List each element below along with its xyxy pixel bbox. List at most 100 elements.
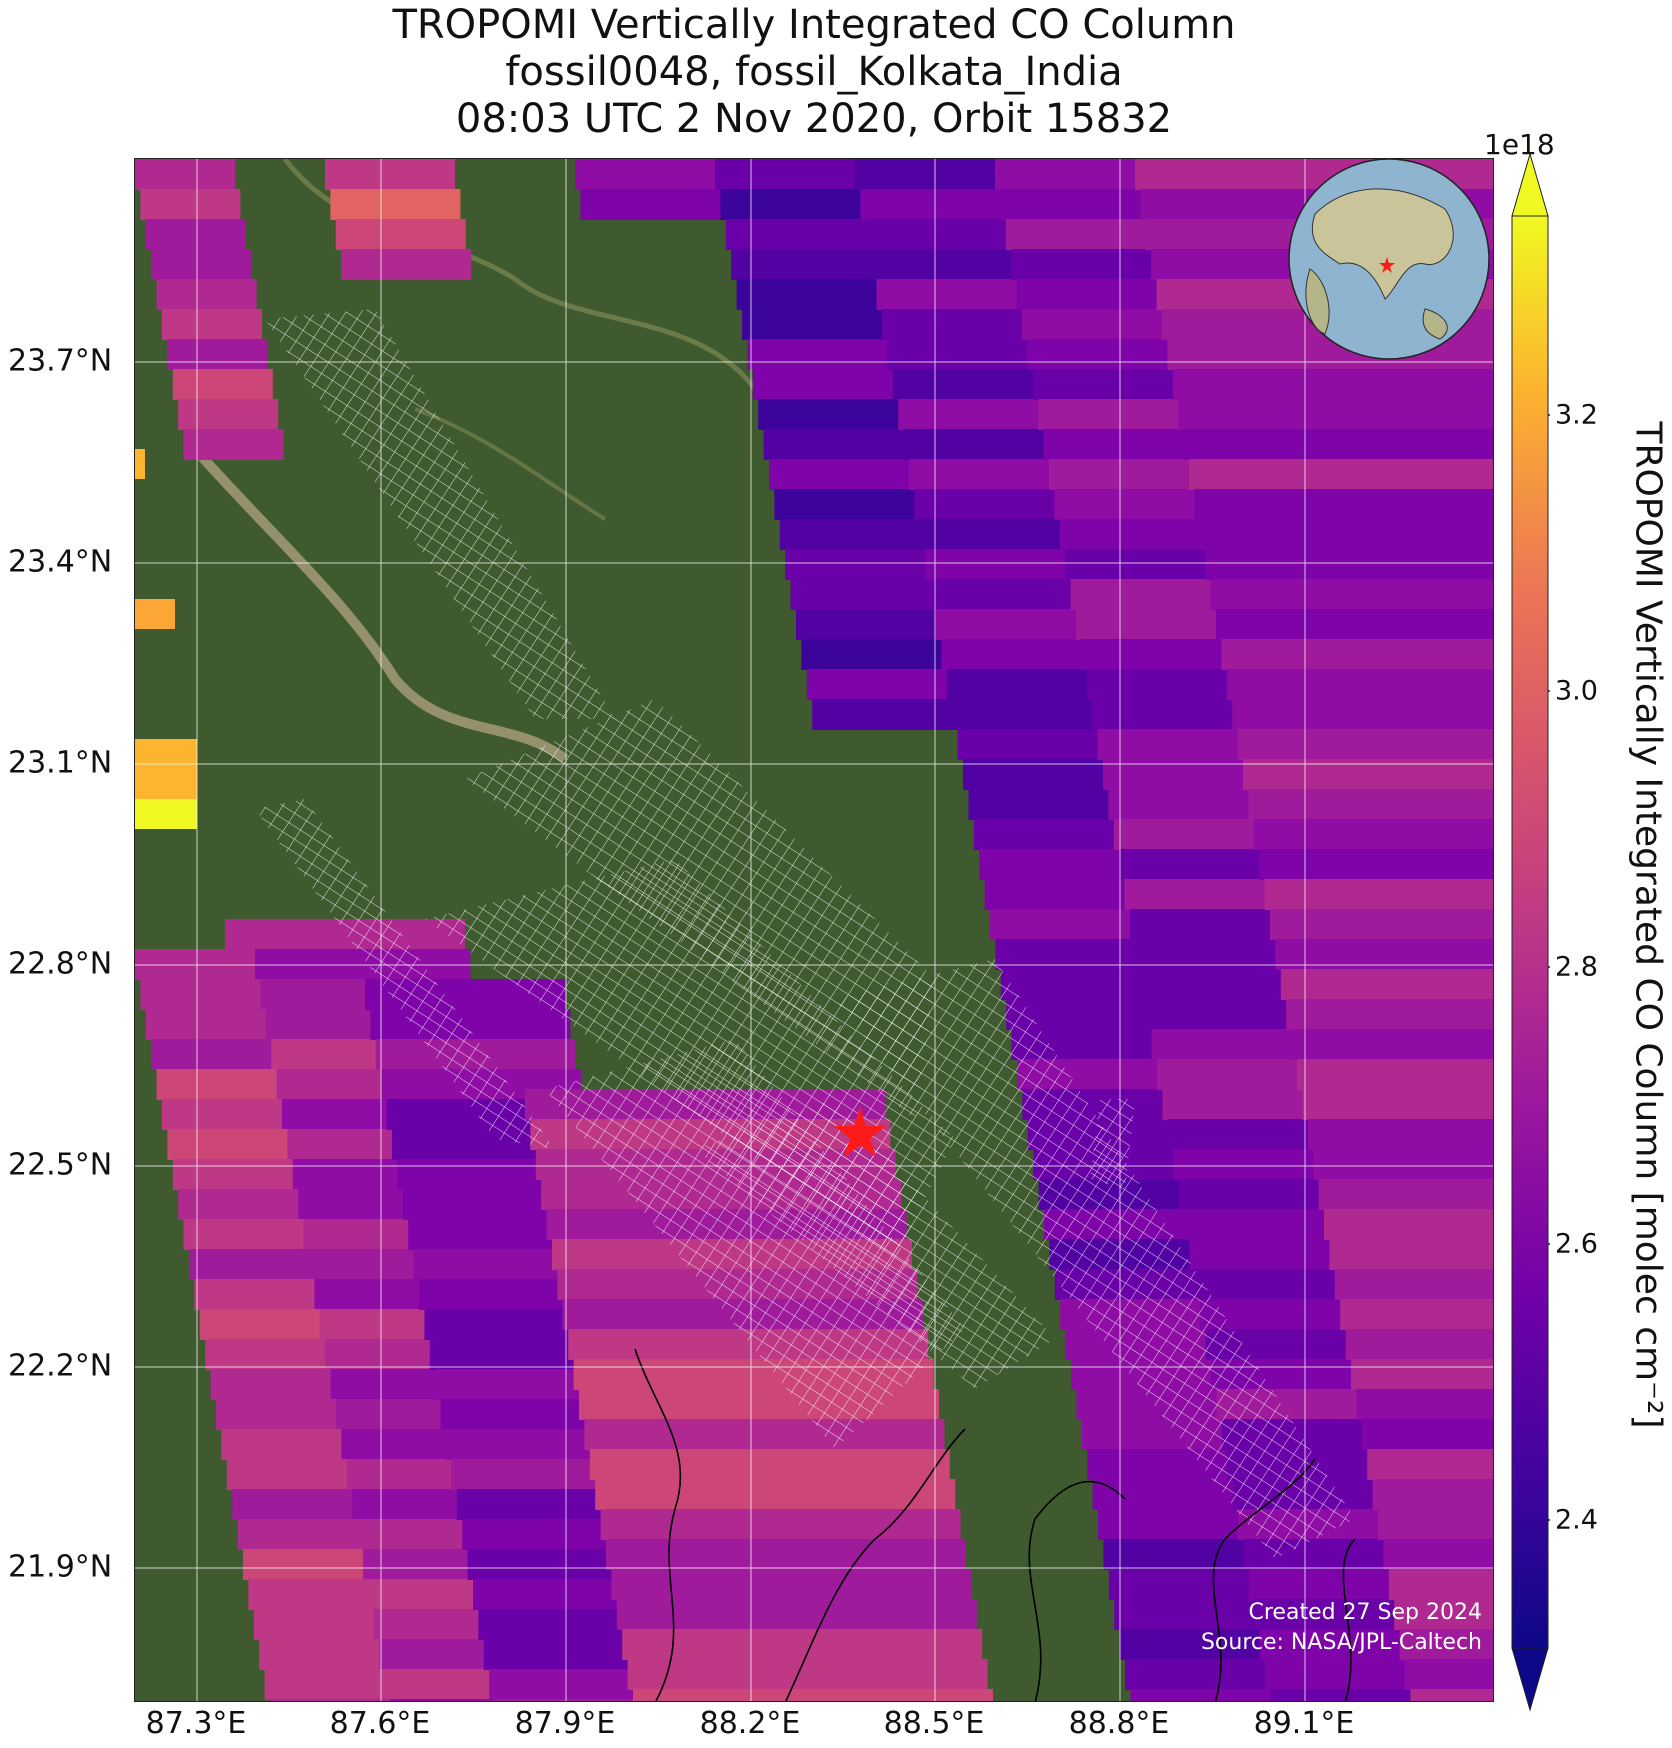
river <box>191 445 569 763</box>
co-pixel <box>199 1309 320 1340</box>
colorbar-label: TROPOMI Vertically Integrated CO Column … <box>1627 421 1669 1429</box>
co-pixel <box>1307 1119 1493 1150</box>
created-date-text: Created 27 Sep 2024 <box>1248 1600 1483 1625</box>
co-pixel <box>151 249 252 280</box>
co-pixel <box>140 189 241 220</box>
colorbar-tick-label: 3.0 <box>1555 675 1598 707</box>
co-pixel <box>1313 1149 1493 1180</box>
co-pixel <box>135 159 235 190</box>
lat-tick-label: 23.1°N <box>8 745 113 781</box>
co-pixel <box>325 159 455 190</box>
co-pixel <box>264 1669 385 1700</box>
co-pixel <box>210 1369 331 1400</box>
colorbar-extend-max <box>1511 152 1549 217</box>
co-pixel <box>1345 1329 1493 1360</box>
co-pixel <box>1356 1389 1493 1420</box>
co-pixel <box>335 219 466 250</box>
footprint-grid <box>265 309 615 719</box>
co-pixel <box>1286 999 1493 1030</box>
co-pixel-layer <box>135 159 1493 1701</box>
co-pixel <box>178 399 279 430</box>
map-title: TROPOMI Vertically Integrated CO Column … <box>134 2 1494 143</box>
co-pixel <box>1189 459 1493 490</box>
river <box>414 407 607 521</box>
lat-tick-label: 23.7°N <box>8 343 113 379</box>
co-pixel <box>1183 429 1493 460</box>
co-pixel <box>584 1419 945 1450</box>
co-pixel <box>1324 1209 1493 1240</box>
co-pixel <box>145 219 246 250</box>
co-pixel <box>167 339 268 370</box>
colorbar-tick-label: 2.6 <box>1555 1228 1598 1260</box>
lat-tick-label: 22.8°N <box>8 946 113 982</box>
co-pixel <box>1340 1299 1493 1330</box>
co-pixel <box>232 1489 353 1520</box>
co-pixel <box>1405 1659 1493 1690</box>
lon-tick-label: 87.3°E <box>145 1706 247 1741</box>
colorbar-multiplier: 1e18 <box>1484 128 1555 161</box>
co-pixel <box>595 1479 956 1510</box>
globe-inset <box>1288 159 1490 360</box>
co-pixel <box>135 739 197 801</box>
co-pixel <box>633 1689 993 1701</box>
co-pixel <box>1410 1689 1493 1701</box>
co-pixel <box>1205 549 1493 580</box>
footprint-grid <box>695 1099 1055 1389</box>
co-pixel <box>178 1189 299 1220</box>
footprint-grid <box>255 799 555 1149</box>
co-pixel <box>341 249 472 280</box>
co-pixel <box>172 1159 293 1190</box>
co-pixel <box>243 1549 363 1580</box>
co-pixel <box>259 1639 380 1670</box>
colorbar-extend-min <box>1511 1647 1549 1712</box>
lat-tick-label: 22.2°N <box>8 1348 113 1384</box>
graticule <box>135 159 1493 1701</box>
co-pixel <box>183 1219 304 1250</box>
colorbar <box>1511 152 1550 1712</box>
co-pixel <box>162 309 262 340</box>
co-pixel <box>1270 909 1493 940</box>
co-pixel <box>1361 1419 1493 1450</box>
co-pixel <box>1221 639 1493 670</box>
co-pixel <box>575 159 725 190</box>
lon-tick-label: 88.8°E <box>1068 1706 1170 1741</box>
co-pixel <box>145 1009 266 1040</box>
co-pixel <box>270 1699 390 1701</box>
colorbar-gradient <box>1511 215 1549 1649</box>
co-pixel <box>1199 519 1493 550</box>
colorbar-tick-label: 2.4 <box>1555 1504 1598 1536</box>
footprint-grid <box>545 1039 965 1449</box>
footprint-grid <box>835 959 1355 1559</box>
co-pixel <box>194 1279 315 1310</box>
co-pixel <box>365 1699 606 1701</box>
lon-tick-label: 87.9°E <box>514 1706 616 1741</box>
co-pixel <box>135 599 175 629</box>
co-pixel <box>156 1069 277 1100</box>
co-pixel <box>1248 789 1493 820</box>
co-pixel <box>1232 699 1493 730</box>
lon-tick-label: 88.2°E <box>699 1706 801 1741</box>
co-pixel <box>1291 1029 1493 1060</box>
title-line-2: fossil0048, fossil_Kolkata_India <box>505 49 1123 95</box>
title-line-3: 08:03 UTC 2 Nov 2020, Orbit 15832 <box>455 96 1173 142</box>
co-pixel <box>162 1099 282 1130</box>
plume-footprint-grids <box>255 309 1355 1559</box>
co-pixel <box>627 1659 988 1690</box>
co-pixel <box>494 1699 695 1701</box>
title-line-1: TROPOMI Vertically Integrated CO Column <box>392 2 1236 48</box>
co-pixel <box>1210 579 1493 610</box>
co-pixel <box>1318 1179 1493 1210</box>
co-pixel <box>616 1599 977 1630</box>
co-pixel <box>1383 1539 1493 1570</box>
co-pixel <box>330 189 461 220</box>
lat-tick-label: 21.9°N <box>8 1549 113 1585</box>
co-pixel <box>580 189 731 220</box>
co-pixel <box>1367 1449 1493 1480</box>
co-pixel <box>1237 729 1493 760</box>
co-pixel <box>1329 1239 1493 1270</box>
co-pixel <box>622 1629 983 1660</box>
co-pixel <box>1388 1569 1493 1600</box>
co-pixel <box>1178 399 1493 430</box>
co-pixel <box>172 369 273 400</box>
co-pixel <box>606 1539 966 1570</box>
